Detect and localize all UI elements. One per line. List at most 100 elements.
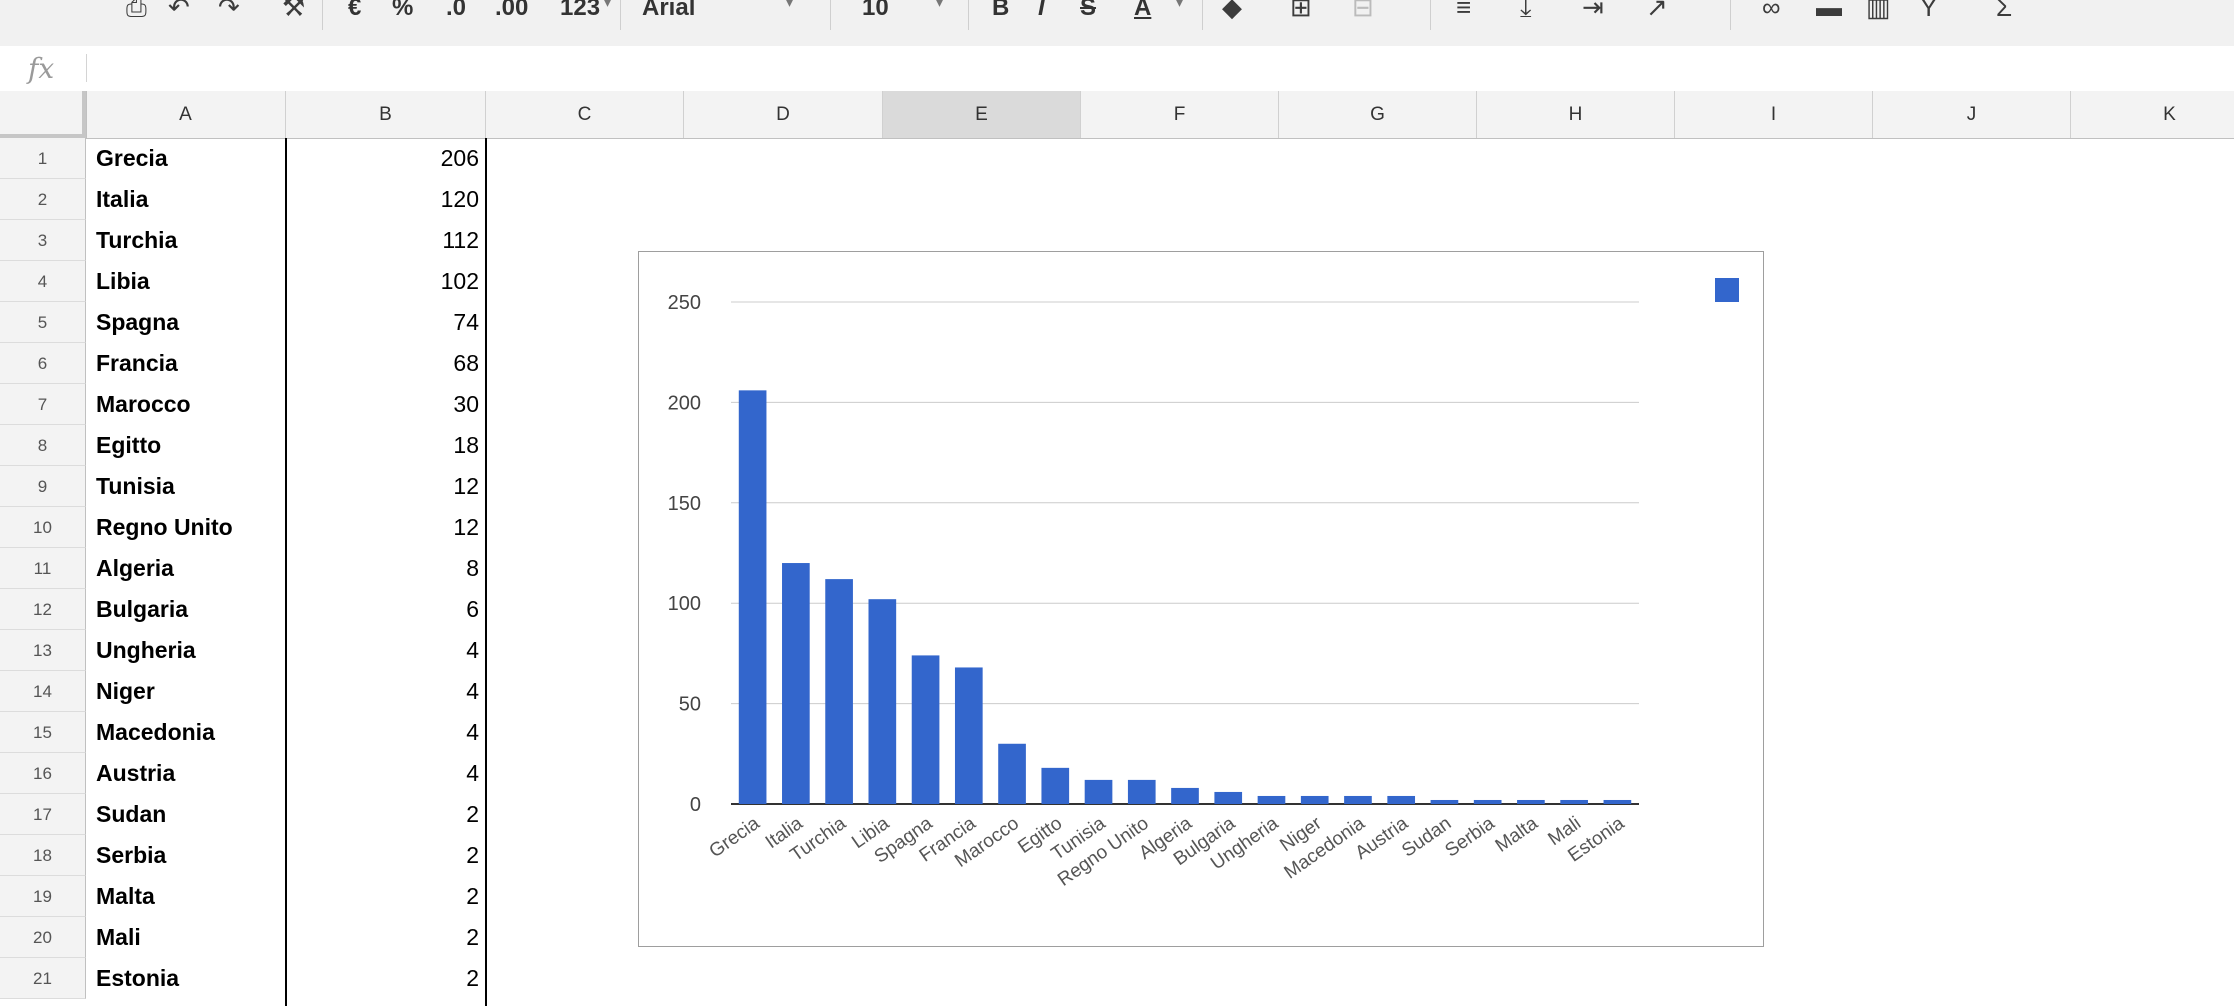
cell-value[interactable]: 74	[453, 309, 479, 335]
row-number[interactable]: 14	[0, 671, 86, 712]
cell-country[interactable]: Bulgaria	[96, 596, 189, 622]
formula-input[interactable]	[100, 54, 2200, 84]
select-all-corner[interactable]	[0, 91, 87, 138]
row-number[interactable]: 1	[0, 138, 86, 179]
cell-value[interactable]: 12	[453, 473, 479, 499]
row-number[interactable]: 5	[0, 302, 86, 343]
cell-value[interactable]: 206	[440, 145, 479, 171]
cell-country[interactable]: Italia	[96, 186, 149, 212]
font-size-select[interactable]: 10	[862, 0, 889, 21]
cell-country[interactable]: Tunisia	[96, 473, 175, 499]
comment-icon[interactable]: ▬	[1816, 0, 1842, 22]
row-number[interactable]: 15	[0, 712, 86, 753]
cell-value[interactable]: 12	[453, 514, 479, 540]
row-number[interactable]: 13	[0, 630, 86, 671]
cell-value[interactable]: 112	[442, 227, 479, 253]
row-number[interactable]: 6	[0, 343, 86, 384]
functions-icon[interactable]: Σ	[1996, 0, 2013, 22]
bar-chart[interactable]: 0 50 100 150 200 250 Grecia Italia Turchia Libia S…	[638, 251, 1764, 947]
column-header-h[interactable]: H	[1477, 91, 1675, 138]
cell-value[interactable]: 4	[466, 678, 479, 704]
cell-value[interactable]: 2	[466, 924, 479, 950]
filter-icon[interactable]: Y	[1920, 0, 1938, 22]
cell-value[interactable]: 102	[440, 268, 479, 294]
column-header-c[interactable]: C	[486, 91, 684, 138]
column-header-b[interactable]: B	[286, 91, 486, 138]
cell-country[interactable]: Sudan	[96, 801, 167, 827]
row-number[interactable]: 19	[0, 876, 86, 917]
cell-country[interactable]: Algeria	[96, 555, 174, 581]
cell-country[interactable]: Egitto	[96, 432, 162, 458]
cell-country[interactable]: Austria	[96, 760, 176, 786]
text-rotate-icon[interactable]: ↗	[1646, 0, 1668, 22]
cell-value[interactable]: 2	[466, 883, 479, 909]
cell-value[interactable]: 120	[440, 186, 479, 212]
cell-country[interactable]: Mali	[96, 924, 141, 950]
cell-country[interactable]: Estonia	[96, 965, 180, 991]
row-number[interactable]: 10	[0, 507, 86, 548]
cell-value[interactable]: 18	[453, 432, 479, 458]
row-number[interactable]: 16	[0, 753, 86, 794]
chart-icon[interactable]: ▥	[1866, 0, 1891, 22]
cell-country[interactable]: Grecia	[96, 145, 168, 171]
column-header-f[interactable]: F	[1081, 91, 1279, 138]
row-number[interactable]: 8	[0, 425, 86, 466]
borders-icon[interactable]: ⊞	[1290, 0, 1312, 22]
row-number[interactable]: 20	[0, 917, 86, 958]
cell-value[interactable]: 4	[466, 637, 479, 663]
paint-format-icon[interactable]: ⚒	[282, 0, 306, 22]
italic-button[interactable]: I	[1038, 0, 1045, 21]
column-header-a[interactable]: A	[86, 91, 286, 138]
cell-value[interactable]: 2	[466, 801, 479, 827]
cell-country[interactable]: Macedonia	[96, 719, 215, 745]
row-number[interactable]: 18	[0, 835, 86, 876]
freeze-column-handle[interactable]	[82, 91, 86, 138]
column-header-g[interactable]: G	[1279, 91, 1477, 138]
cell-value[interactable]: 2	[466, 965, 479, 991]
font-family-select[interactable]: Arial	[642, 0, 696, 21]
column-header-i[interactable]: I	[1675, 91, 1873, 138]
cell-country[interactable]: Turchia	[96, 227, 178, 253]
print-icon[interactable]: ⎙	[126, 0, 147, 22]
redo-icon[interactable]: ↷	[218, 0, 240, 22]
column-header-k[interactable]: K	[2071, 91, 2234, 138]
cell-value[interactable]: 6	[466, 596, 479, 622]
cell-country[interactable]: Niger	[96, 678, 155, 704]
cell-country[interactable]: Spagna	[96, 309, 180, 335]
cell-value[interactable]: 8	[466, 555, 479, 581]
bold-button[interactable]: B	[992, 0, 1010, 21]
link-icon[interactable]: ∞	[1762, 0, 1781, 22]
decrease-decimal-button[interactable]: .0	[446, 0, 467, 21]
column-header-e[interactable]: E	[883, 91, 1081, 138]
freeze-row-handle[interactable]	[0, 134, 86, 138]
increase-decimal-button[interactable]: .00	[495, 0, 529, 21]
undo-icon[interactable]: ↶	[168, 0, 190, 22]
row-number[interactable]: 4	[0, 261, 86, 302]
row-number[interactable]: 12	[0, 589, 86, 630]
row-number[interactable]: 21	[0, 958, 86, 999]
vertical-align-icon[interactable]: ⤓	[1520, 0, 1532, 22]
cell-value[interactable]: 4	[466, 719, 479, 745]
text-color-button[interactable]: A	[1134, 0, 1152, 21]
fill-color-icon[interactable]: ◆	[1222, 0, 1242, 22]
cell-value[interactable]: 68	[453, 350, 479, 376]
cell-country[interactable]: Malta	[96, 883, 155, 909]
cell-country[interactable]: Libia	[96, 268, 150, 294]
merge-cells-icon[interactable]: ⊟	[1352, 0, 1374, 22]
column-header-d[interactable]: D	[684, 91, 883, 138]
cell-country[interactable]: Francia	[96, 350, 178, 376]
cell-value[interactable]: 2	[466, 842, 479, 868]
percent-format-button[interactable]: %	[392, 0, 414, 21]
more-formats-button[interactable]: 123	[560, 0, 601, 21]
strikethrough-button[interactable]: S	[1080, 0, 1097, 21]
cell-country[interactable]: Serbia	[96, 842, 167, 868]
row-number[interactable]: 3	[0, 220, 86, 261]
cell-value[interactable]: 30	[453, 391, 479, 417]
column-header-j[interactable]: J	[1873, 91, 2071, 138]
row-number[interactable]: 9	[0, 466, 86, 507]
cell-value[interactable]: 4	[466, 760, 479, 786]
cell-country[interactable]: Ungheria	[96, 637, 196, 663]
row-number[interactable]: 7	[0, 384, 86, 425]
cell-country[interactable]: Regno Unito	[96, 514, 233, 540]
row-number[interactable]: 2	[0, 179, 86, 220]
